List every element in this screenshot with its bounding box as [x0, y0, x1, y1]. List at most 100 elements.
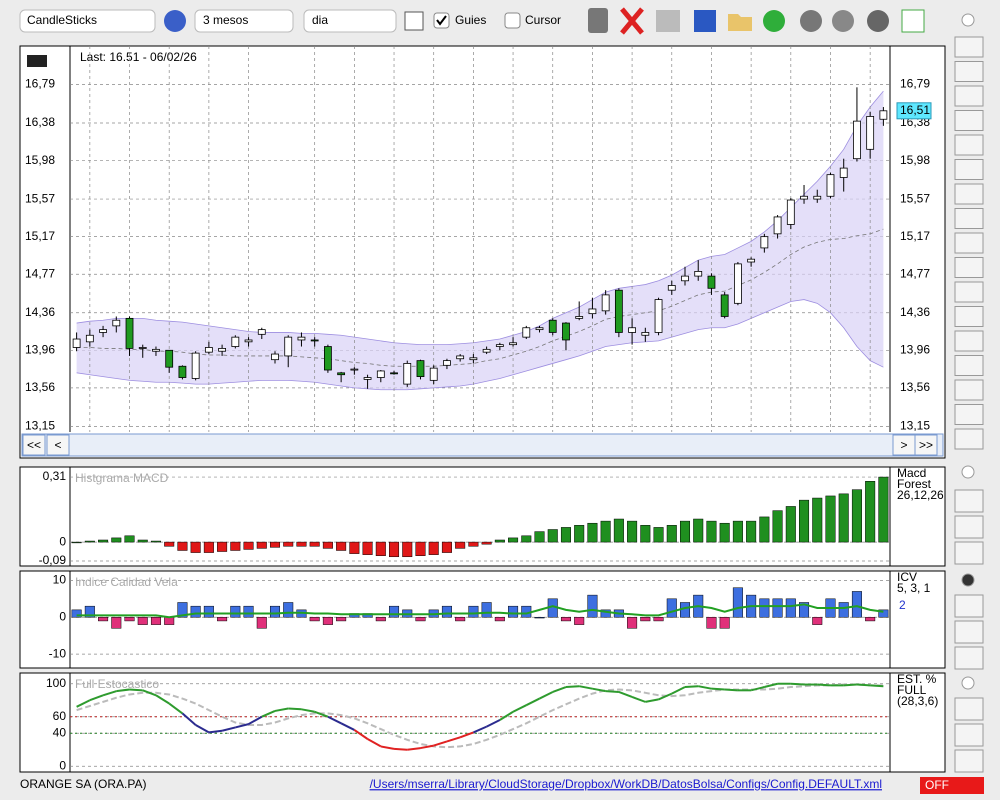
config-path[interactable]: /Users/mserra/Library/CloudStorage/Dropb… — [370, 777, 882, 791]
bar — [746, 520, 757, 543]
bar — [164, 616, 175, 625]
tool-button[interactable] — [954, 36, 984, 58]
chart-type-select[interactable] — [19, 9, 156, 33]
stoch-segment — [684, 685, 699, 689]
radio[interactable] — [961, 465, 975, 479]
nav-button[interactable] — [46, 434, 70, 456]
candle-body — [165, 349, 174, 368]
tool-button[interactable] — [954, 281, 984, 303]
tool-button[interactable] — [954, 723, 984, 747]
candle-body — [284, 336, 293, 357]
stoch-segment — [89, 694, 104, 702]
tool-button[interactable] — [954, 183, 984, 205]
bar — [732, 520, 743, 543]
tool-button[interactable] — [954, 541, 984, 565]
ticker-name: ORANGE SA (ORA.PA) — [20, 777, 146, 791]
bar — [124, 616, 135, 622]
nav-button[interactable] — [914, 434, 938, 456]
y-tick-label: 0 — [59, 609, 66, 623]
euro-icon[interactable] — [832, 10, 854, 32]
save-all-icon[interactable] — [656, 10, 680, 32]
nav-button[interactable] — [22, 434, 46, 456]
tool-button[interactable] — [954, 489, 984, 513]
tool-button[interactable] — [954, 404, 984, 425]
y-tick-label: 14,77 — [25, 266, 55, 280]
radio[interactable] — [961, 573, 975, 587]
save-icon[interactable] — [694, 10, 716, 32]
tool-button[interactable] — [954, 355, 984, 376]
candle-body — [548, 319, 557, 333]
delete-icon[interactable] — [620, 7, 644, 35]
help-button[interactable] — [164, 10, 186, 32]
interval-select[interactable] — [303, 9, 397, 33]
tool-button[interactable] — [954, 697, 984, 721]
stoch-segment — [486, 719, 501, 728]
last-price-label: 16,51 — [900, 103, 930, 117]
stoch-segment — [843, 683, 857, 687]
bar — [772, 598, 783, 618]
open-icon[interactable] — [728, 14, 752, 31]
chart-icon[interactable] — [404, 11, 424, 31]
tool-button[interactable] — [954, 428, 984, 450]
bar — [415, 541, 426, 556]
radio[interactable] — [961, 13, 975, 27]
stoch-segment — [116, 688, 130, 693]
refresh-icon[interactable] — [763, 10, 785, 32]
candle-body — [376, 370, 385, 378]
bar — [164, 541, 175, 547]
bar — [137, 616, 148, 625]
bar — [322, 541, 333, 549]
tool-button[interactable] — [954, 749, 984, 773]
bar — [190, 605, 201, 618]
bar — [679, 520, 691, 543]
stoch-segment — [314, 710, 329, 718]
tool-button[interactable] — [954, 232, 984, 254]
tool-button[interactable] — [954, 134, 984, 156]
sync-icon[interactable] — [800, 10, 822, 32]
bar — [190, 541, 201, 553]
period-select[interactable] — [194, 9, 294, 33]
bar — [494, 616, 505, 622]
candle-body — [363, 377, 372, 380]
candle-body — [575, 316, 584, 319]
bar — [560, 527, 571, 543]
status-badge[interactable] — [920, 777, 984, 794]
y-tick-label: 0 — [59, 534, 66, 548]
cursor-checkbox[interactable] — [504, 12, 521, 29]
tool-button[interactable] — [954, 379, 984, 401]
stoch-segment — [380, 745, 395, 750]
tool-button[interactable] — [954, 85, 984, 107]
y-tick-label: 16,79 — [25, 77, 55, 91]
stoch-segment — [327, 715, 342, 725]
stoch-segment — [288, 707, 302, 711]
y-tick-label: -0,09 — [39, 553, 67, 567]
tool-button[interactable] — [954, 110, 984, 131]
tool-button[interactable] — [954, 257, 984, 278]
tool-button[interactable] — [954, 159, 984, 180]
settings-icon[interactable] — [867, 10, 889, 32]
tool-button[interactable] — [954, 330, 984, 352]
stoch-segment — [618, 691, 633, 698]
bar — [587, 594, 598, 618]
candle-body — [297, 336, 306, 341]
bar — [508, 605, 519, 618]
candle-body — [667, 285, 676, 291]
calendar-icon[interactable] — [901, 9, 925, 33]
candle-body — [522, 327, 531, 338]
tool-button[interactable] — [954, 515, 984, 539]
tool-button[interactable] — [954, 594, 984, 618]
stoch-segment — [658, 692, 673, 701]
tool-button[interactable] — [954, 306, 984, 327]
trash-icon[interactable] — [588, 8, 608, 33]
candle-body — [562, 322, 570, 341]
tool-button[interactable] — [954, 646, 984, 670]
radio[interactable] — [961, 676, 975, 690]
bar — [560, 616, 571, 622]
bar — [547, 529, 558, 543]
tool-button[interactable] — [954, 61, 984, 82]
stoch-segment — [579, 685, 593, 690]
tool-button[interactable] — [954, 620, 984, 644]
candle-body — [720, 294, 729, 317]
tool-button[interactable] — [954, 208, 984, 229]
